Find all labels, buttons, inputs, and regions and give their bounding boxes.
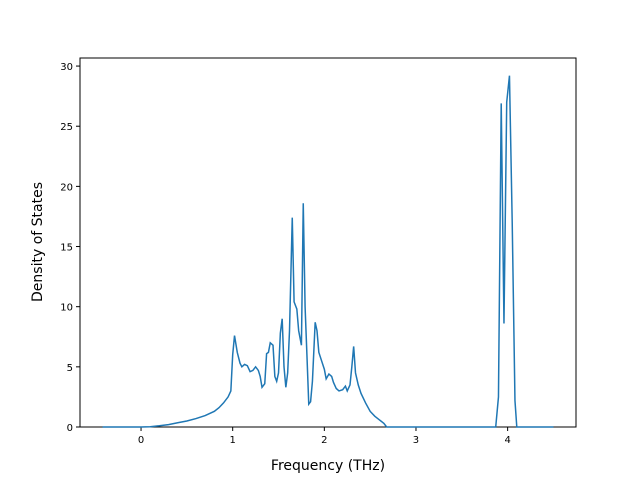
x-tick-label: 2: [321, 435, 327, 446]
axes-frame: [79, 57, 577, 428]
x-axis-label: Frequency (THz): [271, 458, 385, 474]
y-tick-label: 5: [67, 363, 73, 374]
x-tick-label: 0: [138, 435, 144, 446]
x-tick-label: 1: [229, 435, 235, 446]
y-tick-label: 30: [60, 62, 73, 73]
y-axis-label: Density of States: [30, 182, 46, 302]
y-tick-label: 20: [60, 182, 73, 193]
line-series: [102, 75, 554, 428]
y-tick-label: 0: [67, 423, 73, 434]
y-tick-label: 15: [60, 243, 73, 254]
y-tick-label: 25: [60, 122, 73, 133]
x-tick-label: 4: [504, 435, 510, 446]
x-tick-label: 3: [413, 435, 419, 446]
y-tick-label: 10: [60, 303, 73, 314]
